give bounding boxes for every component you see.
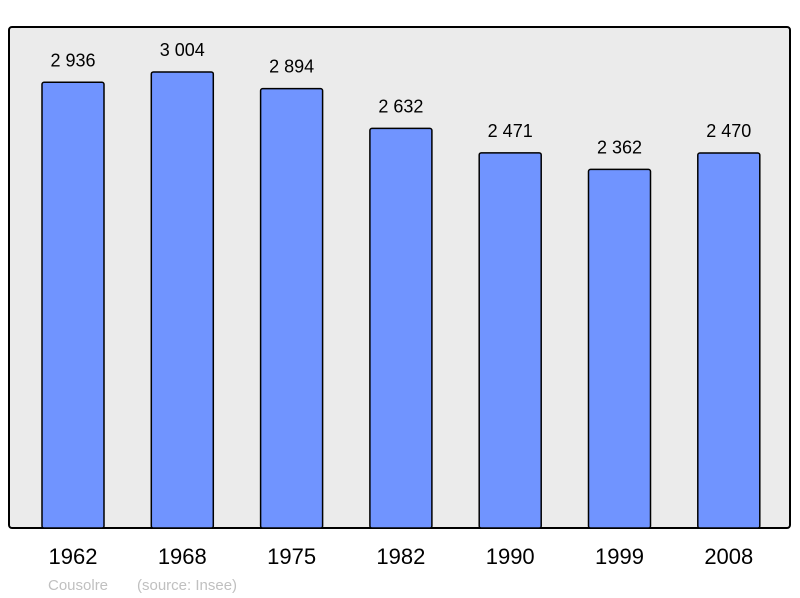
data-label-1990: 2 471 <box>488 121 533 141</box>
caption-place: Cousolre <box>48 577 108 594</box>
x-tick-label-1968: 1968 <box>158 544 207 569</box>
bar-1962 <box>41 81 105 529</box>
bar-1990 <box>478 152 542 529</box>
data-label-1999: 2 362 <box>597 137 642 157</box>
data-label-1962: 2 936 <box>50 50 95 70</box>
x-tick-label-1999: 1999 <box>595 544 644 569</box>
x-tick-label-1990: 1990 <box>486 544 535 569</box>
bar-2008 <box>697 152 761 529</box>
x-tick-label-1975: 1975 <box>267 544 316 569</box>
bar-1968 <box>150 71 215 529</box>
caption-source: (source: Insee) <box>137 577 237 594</box>
bar-1975 <box>259 87 324 529</box>
x-tick-label-2008: 2008 <box>704 544 753 569</box>
data-label-1982: 2 632 <box>378 96 423 116</box>
bar-1999 <box>587 168 652 529</box>
x-tick-label-1962: 1962 <box>49 544 98 569</box>
x-tick-label-1982: 1982 <box>376 544 425 569</box>
bar-1982 <box>369 127 433 529</box>
data-label-1968: 3 004 <box>160 40 205 60</box>
data-label-1975: 2 894 <box>269 57 314 77</box>
data-label-2008: 2 470 <box>706 121 751 141</box>
